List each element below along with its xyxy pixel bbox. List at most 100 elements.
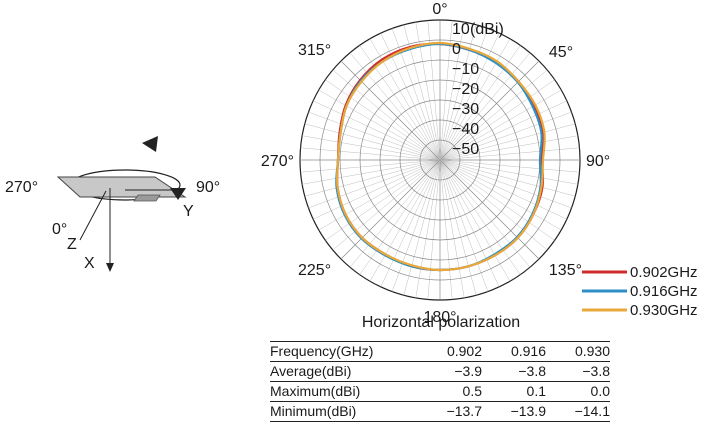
angular-gridline: [427, 20, 441, 161]
angular-gridline: [439, 159, 580, 173]
angle-tick-label: 135°: [549, 262, 582, 279]
angular-gridline: [439, 159, 477, 296]
legend-label: 0.916GHz: [630, 283, 698, 300]
angular-gridline: [439, 159, 489, 292]
angular-gridline: [439, 38, 511, 161]
angular-gridline: [439, 159, 453, 300]
angular-gridline: [403, 159, 441, 296]
device-board: [56, 176, 187, 198]
angular-gridline: [318, 159, 441, 231]
radial-tick-label: 10: [452, 21, 470, 38]
axis-label-z: Z: [67, 236, 77, 253]
axis-label-x: X: [84, 255, 95, 272]
angular-gridline: [439, 28, 489, 161]
angular-gridline: [332, 159, 441, 251]
label-0: 0°: [52, 221, 67, 238]
angular-gridline: [359, 45, 441, 161]
table-cell: 0.1: [482, 381, 546, 402]
legend-label: 0.902GHz: [630, 264, 698, 281]
angular-gridline: [439, 159, 567, 220]
angular-gridline: [349, 52, 441, 161]
angular-gridline: [380, 33, 441, 161]
angular-gridline: [439, 89, 562, 161]
axis-label-y: Y: [183, 203, 194, 220]
angle-tick-label: 180°: [423, 309, 456, 326]
x-axis-arrowhead: [106, 263, 114, 272]
angular-gridline: [439, 159, 531, 268]
table-cell: 0.0: [546, 381, 610, 402]
table-row: Average(dBi) −3.9 −3.8 −3.8: [270, 361, 610, 382]
table-cell: 0.5: [418, 381, 482, 402]
radial-ring-gridline: [319, 39, 561, 281]
angle-tick-label: 225°: [298, 262, 331, 279]
table-cell: −13.9: [482, 401, 546, 422]
angular-gridline: [439, 135, 578, 161]
table-cell: −13.7: [418, 401, 482, 422]
angular-gridline: [439, 159, 521, 275]
angular-gridline: [439, 123, 576, 161]
rotation-arrowhead-right: [170, 188, 186, 200]
angular-gridline: [439, 159, 500, 287]
table-cell: −3.8: [482, 361, 546, 382]
angular-gridline: [439, 147, 580, 161]
radial-ring-gridline: [359, 79, 521, 241]
angular-gridline: [340, 159, 441, 260]
angular-gridline: [308, 111, 441, 161]
angular-gridline: [439, 159, 540, 260]
radial-tick-label: −10: [452, 61, 479, 78]
angular-gridline: [439, 33, 500, 161]
legend: 0.902GHz 0.916GHz 0.930GHz: [582, 264, 698, 319]
angular-gridline: [304, 159, 441, 197]
angular-gridline: [325, 159, 441, 241]
label-270: 270°: [5, 179, 38, 196]
table-cell: Average(dBi): [270, 361, 418, 382]
angular-gridline: [439, 79, 555, 161]
angular-gridline: [332, 69, 441, 161]
angular-gridline: [318, 89, 441, 161]
table-cell: Minimum(dBi): [270, 401, 418, 422]
summary-table: Frequency(GHz) 0.902 0.916 0.930 Average…: [270, 341, 610, 422]
angular-gridline: [439, 111, 572, 161]
angular-gridline: [439, 60, 540, 161]
angular-gridline: [439, 52, 531, 161]
table-cell: Frequency(GHz): [270, 341, 418, 362]
angular-gridline: [325, 79, 441, 161]
angle-tick-label: 315°: [298, 42, 331, 59]
angular-gridline: [439, 159, 465, 298]
angular-gridline: [439, 159, 578, 185]
radial-tick-label: −50: [452, 141, 479, 158]
angular-gridline: [439, 159, 562, 231]
table-cell: 0.930: [546, 341, 610, 362]
table-cell: 0.902: [418, 341, 482, 362]
table-cell: −3.9: [418, 361, 482, 382]
z-axis-line: [79, 190, 107, 241]
series-line-0.930GHz: [335, 41, 546, 272]
angular-gridline: [439, 24, 477, 161]
angle-tick-label: 90°: [586, 153, 610, 170]
radial-tick-label: 0: [452, 41, 461, 58]
radial-ring-gridline: [399, 119, 481, 201]
rotation-arrowhead-top: [142, 136, 158, 152]
radial-ring-gridline: [419, 139, 461, 181]
angle-tick-label: 270°: [261, 153, 294, 170]
radial-unit-label: (dBi): [470, 21, 504, 38]
angular-gridline: [313, 159, 441, 220]
angular-gridline: [304, 123, 441, 161]
angle-tick-label: 45°: [549, 44, 573, 61]
angular-gridline: [300, 147, 441, 161]
angular-gridline: [340, 60, 441, 161]
table-row: Minimum(dBi) −13.7 −13.9 −14.1: [270, 401, 610, 422]
radial-tick-label: −30: [452, 101, 479, 118]
polar-plot: 10 0 −10 −20 −30 −40 −50 (dBi) 0° 45° 90° 135° 180° 2…: [261, 1, 610, 326]
device-chip: [133, 194, 161, 202]
chart-title: Horizontal polarization: [361, 314, 521, 331]
angular-gridline: [380, 159, 441, 287]
table-cell: Maximum(dBi): [270, 381, 418, 402]
angular-gridline: [427, 159, 441, 300]
angular-gridline: [359, 159, 441, 275]
angular-gridline: [302, 159, 441, 185]
orientation-diagram: 270° 90° Y 0° Z X: [5, 136, 220, 272]
label-90: 90°: [196, 179, 220, 196]
angular-gridline: [300, 159, 441, 173]
